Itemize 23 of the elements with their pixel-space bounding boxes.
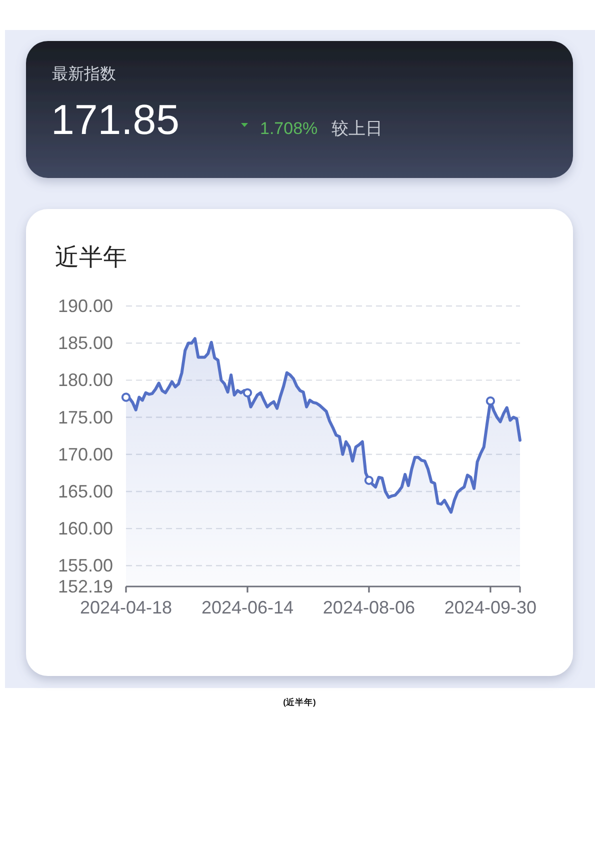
y-tick-label: 152.19 [58, 576, 113, 596]
y-tick-label: 175.00 [58, 407, 113, 428]
x-tick-label: 2024-04-18 [80, 598, 172, 618]
y-tick-label: 185.00 [58, 333, 113, 354]
point [486, 396, 496, 406]
point [121, 392, 131, 402]
x-tick-label: 2024-09-30 [444, 598, 536, 618]
point [242, 388, 252, 398]
chart-title: 近半年 [55, 244, 127, 271]
point [364, 476, 374, 485]
text: 1.708% [260, 119, 318, 138]
y-tick-label: 170.00 [58, 444, 113, 464]
text: 最新指数 [52, 65, 116, 83]
y-tick-label: 160.00 [58, 518, 113, 539]
y-tick-label: 155.00 [58, 556, 113, 576]
y-tick-label: 180.00 [58, 370, 113, 390]
text: (近半年) [283, 697, 316, 707]
text: 171.85 [51, 96, 180, 143]
text: 较上日 [332, 119, 383, 138]
x-tick-label: 2024-08-06 [322, 598, 416, 618]
x-tick-label: 2024-06-14 [201, 598, 294, 618]
y-tick-label: 165.00 [58, 481, 113, 502]
y-tick-label: 190.00 [58, 296, 113, 316]
